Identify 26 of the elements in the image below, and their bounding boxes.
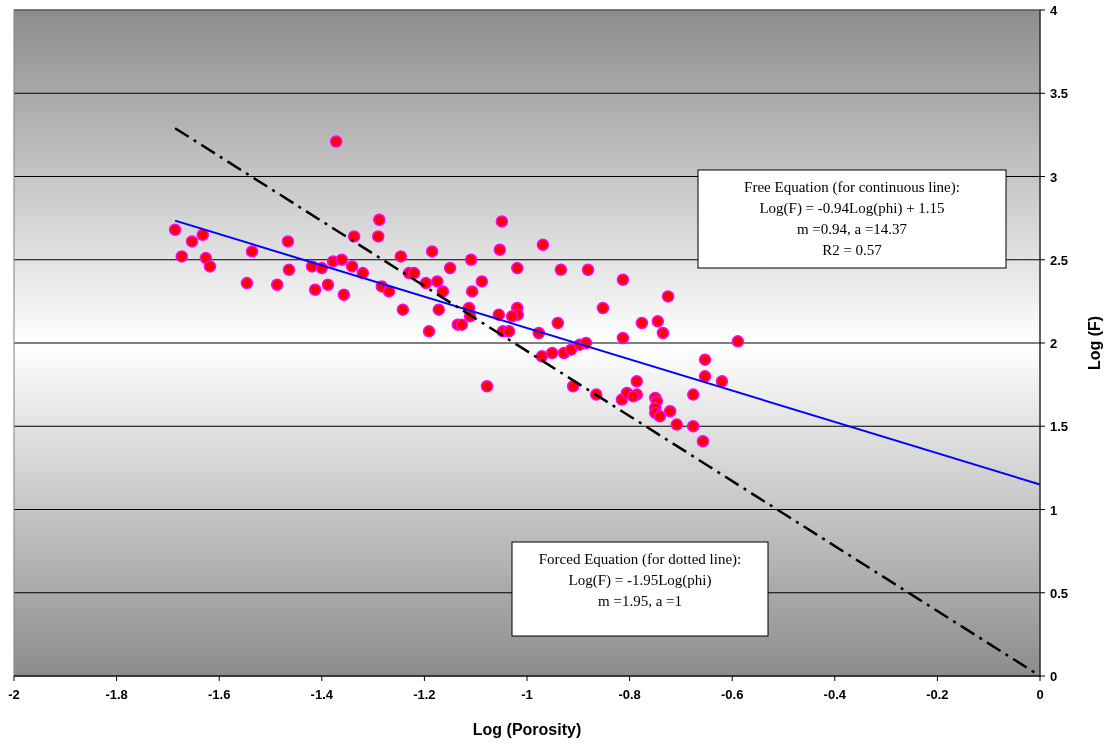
x-tick-label: -0.8 — [618, 687, 641, 702]
y-tick-label: 1.5 — [1050, 419, 1069, 435]
y-axis-title: Log (F) — [1086, 315, 1103, 371]
text-box: Forced Equation (for dotted line): Log(F) = -1.95Log(phi) m =1.95, a =1 — [511, 541, 769, 637]
annotation: Free Equation (for continuous line): Log(F) = -0.94Log(phi) + 1.15 m =0.94, a =14.37 R2 = 0.57 — [744, 179, 960, 258]
y-tick-label: 1 — [1050, 502, 1058, 518]
x-tick-label: -0.6 — [721, 687, 744, 702]
y-tick-label: 3.5 — [1050, 86, 1069, 102]
y-tick-label: 2 — [1050, 336, 1058, 351]
x-tick-label: -2 — [8, 687, 20, 702]
x-tick-label: 0 — [1036, 687, 1044, 702]
text-box: Free Equation (for continuous line): Log(F) = -0.94Log(phi) + 1.15 m =0.94, a =14.37 R2 = 0.57 — [697, 169, 1007, 269]
x-tick-label: -0.4 — [823, 687, 847, 702]
x-tick-label: -0.2 — [926, 687, 949, 702]
x-tick-label: -1.4 — [310, 687, 334, 702]
annotation: Forced Equation (for dotted line): Log(F) = -1.95Log(phi) m =1.95, a =1 — [538, 551, 742, 609]
y-tick-label: 2.5 — [1050, 252, 1069, 268]
x-tick-label: -1.2 — [413, 687, 436, 702]
x-tick-label: -1.8 — [105, 687, 128, 702]
y-tick-label: 4 — [1050, 3, 1058, 18]
y-tick-label: 0.5 — [1050, 585, 1069, 601]
x-tick-label: -1 — [521, 687, 533, 702]
x-axis-title: Log (Porosity) — [472, 721, 582, 738]
x-tick-label: -1.6 — [208, 687, 231, 702]
y-tick-label: 3 — [1050, 169, 1058, 185]
y-tick-label: 0 — [1050, 669, 1058, 684]
